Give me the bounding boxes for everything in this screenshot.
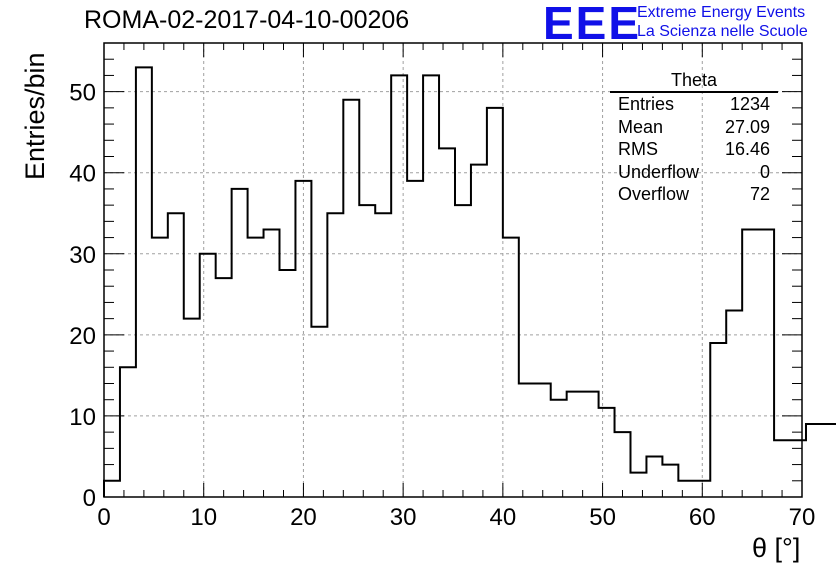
logo-text: Extreme Energy Events La Scienza nelle S… xyxy=(637,3,808,41)
y-tick-label: 30 xyxy=(69,242,96,269)
x-tick-label: 60 xyxy=(689,504,716,531)
y-tick-label: 50 xyxy=(69,80,96,107)
stats-label: Mean xyxy=(618,116,664,137)
y-axis-label: Entries/bin xyxy=(20,52,50,180)
y-tick-label: 20 xyxy=(69,323,96,350)
stats-row: Mean 27.09 xyxy=(610,116,778,139)
stats-box-name: Theta xyxy=(610,70,778,93)
plot-frame xyxy=(103,42,803,498)
stats-value: 0 xyxy=(759,161,770,182)
stats-row: Underflow 0 xyxy=(610,161,778,184)
histogram-series-line xyxy=(103,66,836,497)
x-tick-label: 20 xyxy=(290,504,317,531)
logo-line-1: Extreme Energy Events xyxy=(637,4,806,21)
x-tick-label: 50 xyxy=(589,504,616,531)
x-tick-label: 0 xyxy=(97,504,110,531)
stats-label: Entries xyxy=(618,94,675,114)
stats-value: 27.09 xyxy=(724,116,770,137)
chart-title: ROMA-02-2017-04-10-00206 xyxy=(84,6,410,34)
stats-box: Theta Entries 1234 Mean 27.09 RMS 16.46 Und… xyxy=(610,70,778,206)
stats-value: 16.46 xyxy=(724,139,770,159)
stats-row: Entries 1234 xyxy=(610,93,778,116)
x-axis-label: θ [°] xyxy=(752,533,801,563)
y-tick-label: 0 xyxy=(83,485,96,512)
stats-label: RMS xyxy=(618,139,658,159)
x-tick-label: 30 xyxy=(390,504,417,531)
y-tick-label: 40 xyxy=(69,161,96,188)
x-tick-label: 10 xyxy=(190,504,217,531)
x-tick-label: 70 xyxy=(789,504,816,531)
stats-label: Underflow xyxy=(618,161,700,182)
x-tick-label: 40 xyxy=(490,504,517,531)
stats-label: Overflow xyxy=(618,184,690,204)
stats-value: 1234 xyxy=(729,94,770,114)
stats-row: Overflow 72 xyxy=(610,183,778,206)
y-tick-label: 10 xyxy=(69,404,96,431)
stats-row: RMS 16.46 xyxy=(610,138,778,161)
stats-value: 72 xyxy=(749,184,770,204)
logo-line-2: La Scienza nelle Scuole xyxy=(637,23,808,40)
eee-logo: EEE xyxy=(543,0,642,49)
